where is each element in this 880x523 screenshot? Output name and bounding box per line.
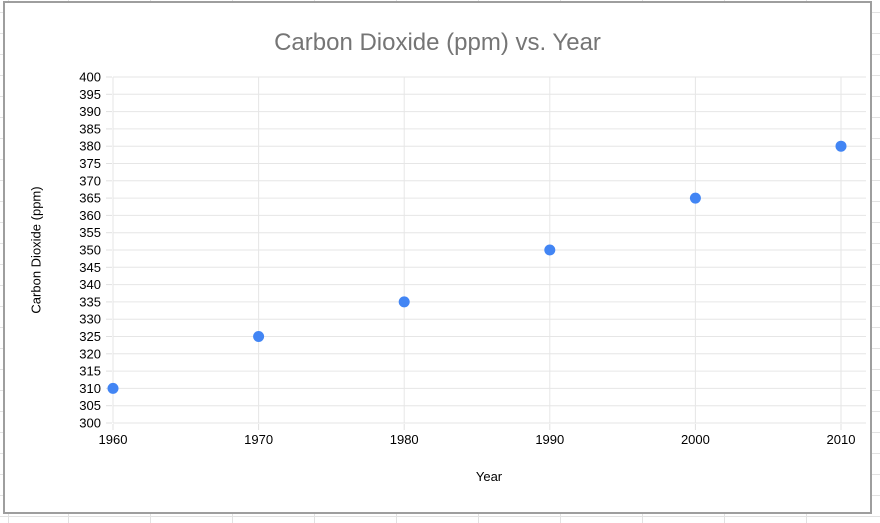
y-tick-label: 360 bbox=[79, 208, 101, 223]
x-tick-label: 2000 bbox=[681, 432, 710, 447]
y-tick-labels: 300 305 310 315 320 325 330 335 340 345 350 355 360 3… bbox=[79, 70, 101, 431]
data-point bbox=[835, 140, 847, 152]
y-tick-label: 370 bbox=[79, 173, 101, 188]
y-tick-label: 340 bbox=[79, 277, 101, 292]
y-tick-label: 355 bbox=[79, 225, 101, 240]
y-tick-label: 390 bbox=[79, 104, 101, 119]
data-point bbox=[253, 331, 265, 342]
data-points bbox=[107, 140, 847, 394]
x-tick-label: 1970 bbox=[244, 432, 273, 447]
y-tick-label: 300 bbox=[79, 416, 101, 431]
data-point bbox=[398, 296, 410, 308]
x-axis-title: Year bbox=[475, 469, 503, 484]
x-tick-label: 1990 bbox=[535, 432, 564, 447]
data-point bbox=[107, 382, 119, 394]
y-tick-label: 315 bbox=[79, 364, 101, 379]
y-tick-label: 350 bbox=[79, 243, 101, 258]
y-tick-label: 365 bbox=[79, 191, 101, 206]
y-tick-label: 330 bbox=[79, 312, 101, 327]
y-tick-label: 385 bbox=[79, 121, 101, 136]
x-tick-label: 1960 bbox=[99, 432, 128, 447]
y-tick-label: 320 bbox=[79, 346, 101, 361]
plot-area: 300 305 310 315 320 325 330 335 340 345 350 355 360 3… bbox=[79, 70, 866, 447]
y-tick-label: 380 bbox=[79, 139, 101, 154]
data-point bbox=[544, 244, 556, 256]
data-point bbox=[689, 192, 701, 204]
y-tick-label: 305 bbox=[79, 398, 101, 413]
y-tick-label: 375 bbox=[79, 156, 101, 171]
chart-container[interactable]: Carbon Dioxide (ppm) vs. Year Carbon Dio… bbox=[3, 1, 872, 514]
x-tick-labels: 1960 1970 1980 1990 2000 2010 bbox=[99, 432, 856, 447]
y-tick-label: 395 bbox=[79, 87, 101, 102]
y-tick-label: 335 bbox=[79, 294, 101, 309]
x-tick-label: 2010 bbox=[827, 432, 856, 447]
y-tick-label: 400 bbox=[79, 70, 101, 85]
y-tick-label: 345 bbox=[79, 260, 101, 275]
y-tick-label: 325 bbox=[79, 329, 101, 344]
x-tick-marks bbox=[112, 424, 842, 430]
y-tick-marks bbox=[106, 76, 112, 424]
x-gridlines bbox=[112, 77, 842, 423]
chart-title: Carbon Dioxide (ppm) vs. Year bbox=[274, 29, 601, 56]
x-tick-label: 1980 bbox=[390, 432, 419, 447]
y-gridlines bbox=[113, 76, 866, 424]
y-tick-label: 310 bbox=[79, 381, 101, 396]
